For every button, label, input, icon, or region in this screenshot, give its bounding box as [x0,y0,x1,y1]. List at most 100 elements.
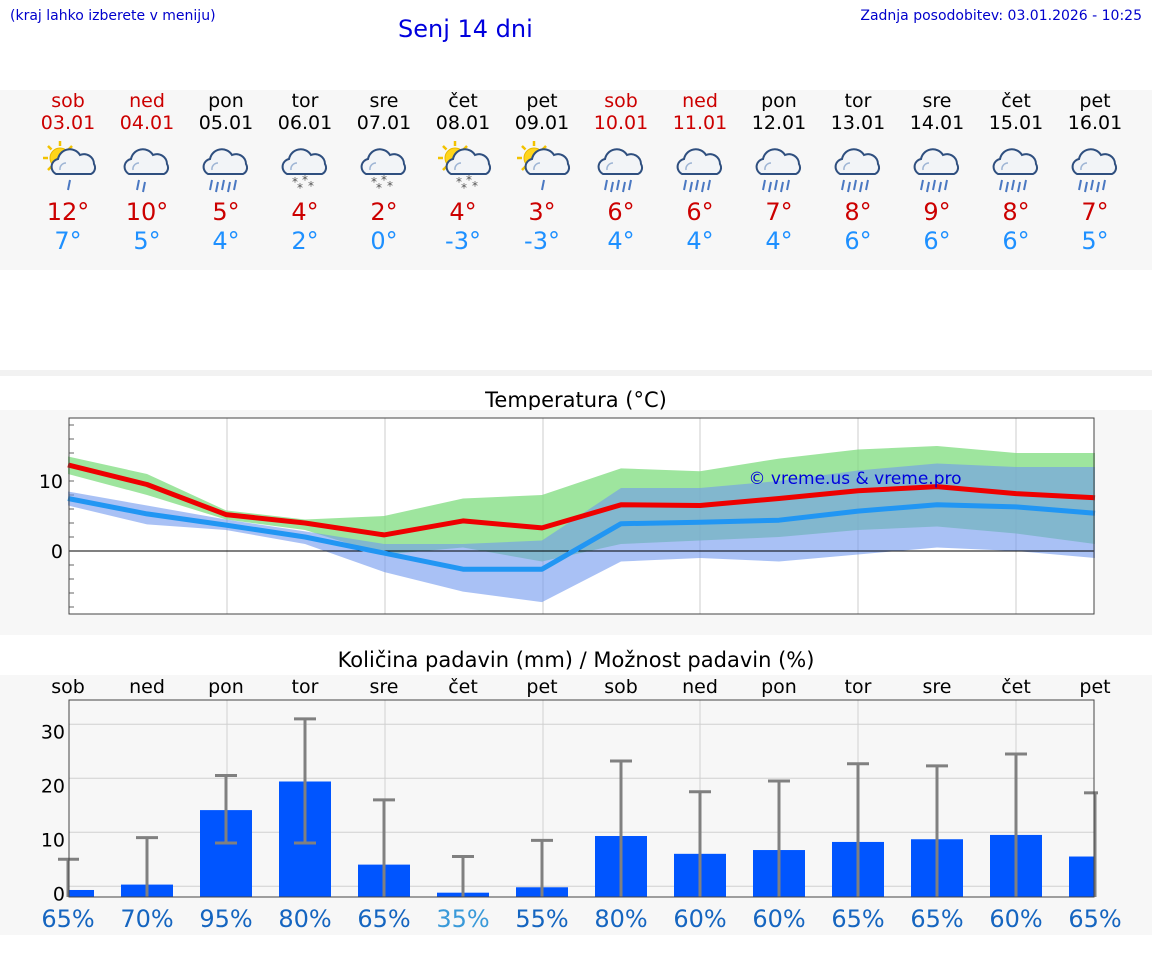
cloud-heavy-rain-icon [747,140,811,196]
cloud-heavy-rain-icon [984,140,1048,196]
max-temperature: 12° [46,198,90,226]
day-name: sob [604,90,638,112]
y-tick-label: 0 [53,883,65,905]
day-name: čet [448,90,478,112]
precipitation-probability: 65% [831,905,884,933]
raindrops-icon [841,179,869,193]
raindrops-icon [1078,179,1106,193]
cloud-snow-icon: * * * * [352,140,416,196]
max-temperature: 8° [844,198,872,226]
cloud-icon [202,148,249,175]
cloud-icon [913,148,960,175]
min-temperature: 4° [607,227,635,255]
cloud-icon [676,148,723,175]
forecast-band [0,90,1152,270]
max-temperature: 9° [923,198,951,226]
sun-cloud-rain-icon [36,140,100,196]
svg-text:*: * [376,181,382,195]
day-name: pet [526,90,558,112]
min-temperature: 5° [1081,227,1109,255]
raindrops-icon [541,179,545,191]
min-temperature: 0° [370,227,398,255]
cloud-heavy-rain-icon [1063,140,1127,196]
day-label: sob [51,676,85,698]
watermark: © vreme.us & vreme.pro [748,469,961,489]
cloud-icon [755,148,802,175]
cloud-heavy-rain-icon [194,140,258,196]
temperature-chart: 0 10 © vreme.us & vreme.pro [39,417,1096,615]
cloud-icon [1071,148,1118,175]
cloud-heavy-rain-icon [905,140,969,196]
raindrops-icon [67,179,71,191]
precipitation-bar [1069,856,1094,897]
min-temperature-line [67,496,1096,572]
svg-text:*: * [292,175,298,189]
cloud-snow-icon: * * * * [273,140,337,196]
day-label: tor [292,676,319,698]
day-date: 03.01 [40,112,96,134]
svg-text:*: * [472,179,478,193]
max-temperature: 3° [528,198,556,226]
svg-text:*: * [387,179,393,193]
cloud-icon [992,148,1039,175]
raindrops-icon [604,179,632,193]
y-tick-label: 0 [51,541,63,563]
raindrops-icon [762,179,790,193]
cloud-heavy-rain-icon [589,140,653,196]
day-date: 08.01 [435,112,491,134]
sun-cloud-snow-icon: * * * * [431,140,495,196]
svg-text:*: * [456,175,462,189]
y-tick-label: 10 [39,471,63,493]
day-label: sob [604,676,638,698]
raindrops-icon [999,179,1027,193]
day-label: sre [923,676,952,698]
day-date: 09.01 [514,112,570,134]
precipitation-probability: 60% [752,905,805,933]
raindrops-icon [683,179,711,193]
day-date: 13.01 [830,112,886,134]
day-name: pon [208,90,244,112]
day-name: ned [682,90,718,112]
cloud-heavy-rain-icon [668,140,732,196]
svg-text:*: * [371,175,377,189]
precipitation-probability: 65% [910,905,963,933]
min-temperature: 5° [133,227,161,255]
precipitation-probability: 35% [436,905,489,933]
min-temperature: -3° [445,227,481,255]
max-temperature: 2° [370,198,398,226]
max-temperature: 7° [1081,198,1109,226]
day-name: sre [369,90,399,112]
day-date: 14.01 [909,112,965,134]
svg-text:*: * [302,173,308,187]
precipitation-probability: 70% [120,905,173,933]
day-name: tor [291,90,319,112]
last-updated: Zadnja posodobitev: 03.01.2026 - 10:25 [860,8,1142,24]
day-name: ned [129,90,165,112]
location-menu-hint[interactable]: (kraj lahko izberete v meniju) [10,8,216,24]
y-tick-label: 30 [41,721,65,743]
precipitation-probability: 95% [199,905,252,933]
day-name: čet [1001,90,1031,112]
day-label: pet [526,676,557,698]
min-temperature-range [68,463,1095,603]
day-label: čet [1001,676,1031,698]
snowflakes-icon: * ** * [371,173,393,195]
min-temperature: 2° [291,227,319,255]
max-temperature: 7° [765,198,793,226]
snowflakes-icon: * ** * [292,173,314,195]
day-label: pon [208,676,244,698]
min-temperature: 6° [844,227,872,255]
plot-frame [68,417,1095,615]
sun-cloud-rain-icon [510,140,574,196]
max-temperature: 4° [449,198,477,226]
divider [0,370,1152,376]
day-label: ned [129,676,165,698]
max-temperature: 8° [1002,198,1030,226]
precipitation-probability: 80% [278,905,331,933]
svg-text:*: * [461,181,467,195]
max-temperature: 6° [607,198,635,226]
max-temperature: 4° [291,198,319,226]
day-date: 05.01 [198,112,254,134]
day-label: pet [1079,676,1110,698]
precipitation-probability: 60% [673,905,726,933]
